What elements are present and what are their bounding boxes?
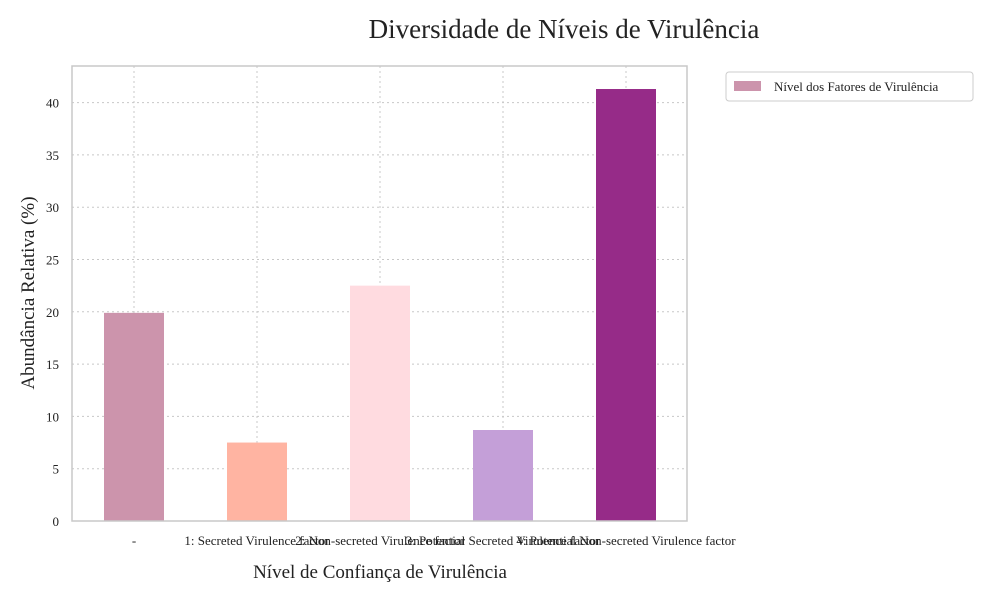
plot-area-frame [71, 65, 688, 522]
y-tick-label-30: 30 [46, 200, 59, 215]
x-tick-label-2: 2: Non-secreted Virulence factor [295, 533, 465, 548]
x-axis-label: Nível de Confiança de Virulência [253, 562, 507, 583]
x-tick-label-1: 1: Secreted Virulence factor [184, 533, 330, 548]
bar-2 [350, 285, 410, 521]
y-tick-label-10: 10 [46, 409, 59, 424]
bar-3 [473, 430, 533, 521]
y-tick-label-5: 5 [53, 462, 60, 477]
legend-label: Nível dos Fatores de Virulência [774, 79, 939, 94]
y-tick-label-15: 15 [46, 357, 59, 372]
y-tick-label-35: 35 [46, 148, 59, 163]
legend-frame [725, 71, 974, 102]
y-tick-label-40: 40 [46, 96, 59, 111]
bar-0 [104, 312, 164, 521]
bar-4 [596, 89, 656, 521]
bars [104, 89, 656, 521]
legend-swatch [734, 81, 761, 91]
x-tick-label-0: - [132, 533, 136, 548]
y-tick-label-25: 25 [46, 253, 59, 268]
y-tick-label-0: 0 [53, 514, 60, 529]
legend: Nível dos Fatores de Virulência [725, 71, 974, 102]
y-axis-label: Abundância Relativa (%) [18, 196, 39, 389]
bar-1 [227, 442, 287, 521]
y-tick-label-20: 20 [46, 305, 59, 320]
x-tick-label-4: 4: Potential Non-secreted Virulence fact… [516, 533, 736, 548]
x-tick-label-3: 3: Potential Secreted Virulence factor [406, 533, 601, 548]
chart-title: Diversidade de Níveis de Virulência [369, 14, 760, 44]
y-axis-ticks: 0 5 10 15 20 25 30 35 40 [46, 96, 59, 529]
